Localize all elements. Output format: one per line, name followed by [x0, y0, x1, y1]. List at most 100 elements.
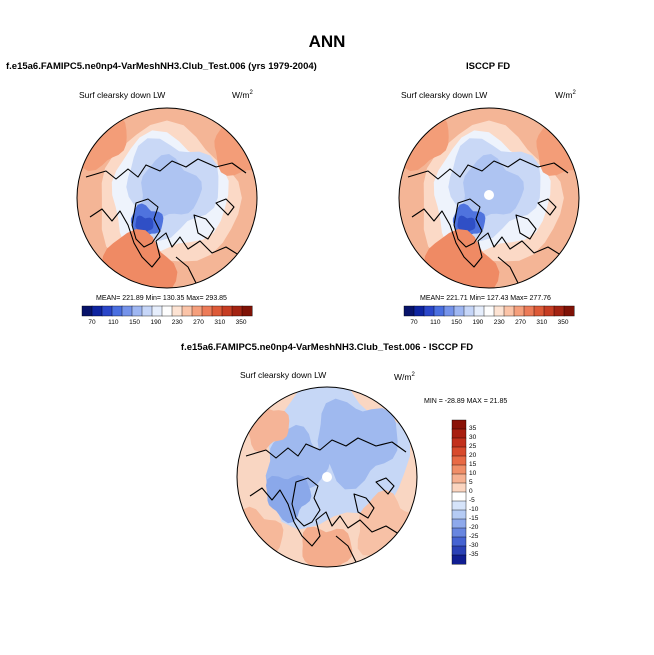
panel3-colorbar-tick-label: -15: [469, 515, 479, 522]
panel3-colorbar-labels: 35 30 25 20 15 10 5 0 -5 -10 -15 -20 -25 -30 -35: [469, 420, 499, 564]
panel3-colorbar-box: [451, 437, 467, 448]
panel2-colorbar-box: [463, 305, 475, 317]
panel3-pole-hole: [322, 472, 332, 482]
panel2-colorbar-box: [453, 305, 465, 317]
panel1-colorbar-box: [151, 305, 163, 317]
panel2-map: [398, 107, 580, 289]
panel1-colorbar-tick-label: 70: [88, 319, 96, 326]
panel1-colorbar-box: [241, 305, 253, 317]
panel3-colorbar-box: [451, 554, 467, 565]
panel2-coastline: [515, 214, 537, 240]
panel1-colorbar: [81, 305, 253, 317]
panel3-colorbar: [451, 419, 467, 565]
panel3-coastline: [335, 535, 357, 563]
panel1-coastline: [215, 198, 235, 216]
panel2-coastline: [407, 158, 569, 180]
panel2-units: W/m2: [555, 90, 576, 100]
panel2-colorbar-box: [543, 305, 555, 317]
panel3-colorbar-tick-label: 20: [469, 452, 477, 459]
panel2-colorbar-box: [473, 305, 485, 317]
panel1-colorbar-tick-label: 150: [129, 319, 141, 326]
panel2-map-border: [398, 107, 580, 289]
panel3-colorbar-tick-label: -5: [469, 497, 475, 504]
panel3-colorbar-tick-label: -10: [469, 506, 479, 513]
panel1-coastline: [89, 208, 243, 268]
figure-title: ANN: [308, 32, 346, 51]
panel1-colorbar-tick-label: 310: [214, 319, 226, 326]
panel1-map: [76, 107, 258, 289]
panel3-colorbar-box: [451, 518, 467, 529]
panel3-variable-label: Surf clearsky down LW: [240, 370, 327, 380]
panel1-colorbar-box: [81, 305, 93, 317]
panel3-coastline: [249, 487, 403, 547]
panel3-map-border: [236, 386, 418, 568]
panel3-coastline: [353, 493, 375, 519]
panel3-colorbar-tick-label: -30: [469, 542, 479, 549]
panel2-variable-label: Surf clearsky down LW: [401, 90, 488, 100]
panel3-colorbar-tick-label: 25: [469, 443, 477, 450]
panel2-colorbar-tick-label: 110: [430, 319, 441, 326]
panel2-colorbar-box: [443, 305, 455, 317]
panel3-colorbar-tick-label: 30: [469, 434, 477, 441]
panel1-colorbar-tick-label: 190: [150, 319, 162, 326]
panel3-colorbar-box: [451, 491, 467, 502]
panel2-colorbar-box: [433, 305, 445, 317]
panel2-coastline: [497, 256, 519, 284]
panel2-colorbar-labels: 70 110 150 190 230 270 310 350: [404, 319, 574, 329]
panel2-colorbar-box: [513, 305, 525, 317]
panel1-coastline: [131, 198, 161, 248]
panel1-field-warm: [214, 115, 257, 176]
panel3-coastline: [291, 477, 321, 527]
panel3-colorbar-box: [451, 473, 467, 484]
panel2-colorbar-box: [403, 305, 415, 317]
panel2-pole-hole: [484, 190, 494, 200]
panel1-coastline: [193, 214, 215, 240]
panel3-title: f.e15a6.FAMIPC5.ne0np4-VarMeshNH3.Club_T…: [180, 342, 474, 353]
panel1-colorbar-box: [131, 305, 143, 317]
panel1-coastline: [85, 158, 247, 180]
panel1-colorbar-box: [211, 305, 223, 317]
panel3-colorbar-tick-label: 35: [469, 425, 477, 432]
panel2-colorbar-tick-label: 70: [410, 319, 418, 326]
panel1-colorbar-box: [121, 305, 133, 317]
panel3-colorbar-tick-label: 15: [469, 461, 477, 468]
panel2-colorbar-box: [553, 305, 565, 317]
panel3-colorbar-box: [451, 464, 467, 475]
panel1-colorbar-box: [91, 305, 103, 317]
panel1-title: f.e15a6.FAMIPC5.ne0np4-VarMeshNH3.Club_T…: [6, 61, 317, 72]
panel3-colorbar-tick-label: -35: [469, 551, 479, 558]
panel3-stats: MIN = -28.89 MAX = 21.85: [424, 398, 508, 405]
panel2-colorbar-tick-label: 230: [493, 319, 505, 326]
panel2-colorbar-tick-label: 270: [515, 319, 526, 326]
panel3-colorbar-box: [451, 419, 467, 430]
panel3-field-cold-anomaly: [266, 475, 312, 524]
panel2-coastline: [411, 208, 565, 268]
panel1-colorbar-tick-label: 110: [108, 319, 119, 326]
panel1-field-cold: [141, 154, 202, 220]
panel3-colorbar-box: [451, 428, 467, 439]
panel1-colorbar-tick-label: 230: [171, 319, 183, 326]
panel2-colorbar-box: [563, 305, 575, 317]
panel2-colorbar-box: [423, 305, 435, 317]
panel1-colorbar-box: [201, 305, 213, 317]
panel2-title: ISCCP FD: [466, 61, 511, 72]
panel3-field-warm-anomaly: [302, 526, 353, 567]
panel1-colorbar-box: [221, 305, 233, 317]
panel3-colorbar-box: [451, 509, 467, 520]
panel2-colorbar-box: [493, 305, 505, 317]
panel3-colorbar-box: [451, 482, 467, 493]
panel1-colorbar-box: [161, 305, 173, 317]
panel2-colorbar-tick-label: 190: [472, 319, 484, 326]
panel2-colorbar-tick-label: 150: [451, 319, 463, 326]
panel3-coastline: [375, 477, 395, 495]
panel1-variable-label: Surf clearsky down LW: [79, 90, 166, 100]
panel2-field-cold: [463, 154, 524, 220]
panel3-colorbar-tick-label: 0: [469, 488, 473, 495]
panel1-colorbar-box: [181, 305, 193, 317]
panel3-colorbar-box: [451, 446, 467, 457]
panel3-coastline: [245, 437, 407, 459]
panel2-colorbar-box: [483, 305, 495, 317]
panel3-colorbar-box: [451, 536, 467, 547]
panel1-coastline: [175, 256, 197, 284]
panel2-stats: MEAN= 221.71 Min= 127.43 Max= 277.76: [420, 295, 551, 302]
